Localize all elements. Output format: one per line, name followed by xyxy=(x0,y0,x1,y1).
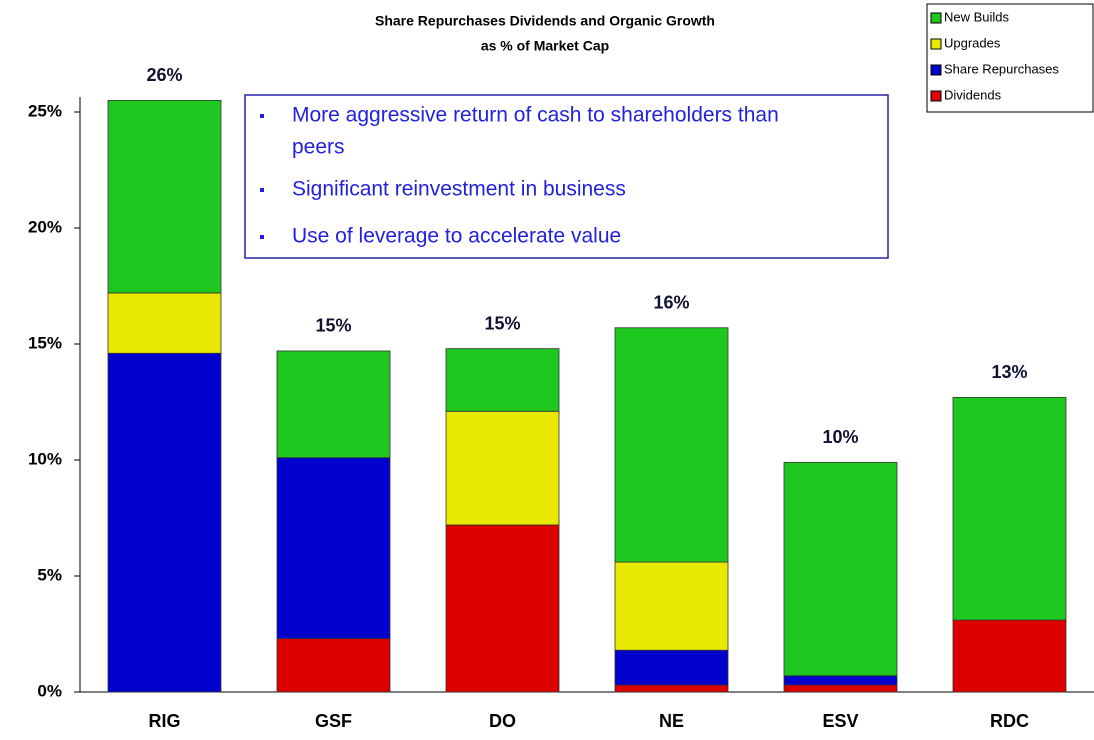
total-label: 13% xyxy=(991,362,1027,382)
bar-segment xyxy=(783,684,898,693)
bar-segment xyxy=(445,410,560,526)
legend-swatch xyxy=(930,12,942,24)
annotation-box xyxy=(244,94,889,259)
total-label: 26% xyxy=(146,65,182,85)
annotation: Significant reinvestment in business xyxy=(292,178,626,201)
total-label: 15% xyxy=(315,316,351,336)
bar-segment xyxy=(952,396,1067,621)
bar-segment xyxy=(276,350,391,459)
y-tick-label: 10% xyxy=(28,449,62,468)
annotation: Use of leverage to accelerate value xyxy=(292,225,621,248)
bullet xyxy=(260,188,264,192)
y-tick-label: 25% xyxy=(28,101,62,120)
chart-title: as % of Market Cap xyxy=(481,38,609,54)
x-tick-label: RDC xyxy=(990,711,1029,731)
bar-segment xyxy=(276,457,391,640)
chart-title: Share Repurchases Dividends and Organic … xyxy=(375,13,715,29)
bar-segment xyxy=(107,352,222,693)
total-label: 10% xyxy=(822,427,858,447)
x-tick-label: GSF xyxy=(315,711,352,731)
legend-label: Upgrades xyxy=(944,35,1001,50)
x-tick-label: NE xyxy=(659,711,684,731)
bullet xyxy=(260,235,264,239)
total-label: 16% xyxy=(653,293,689,313)
y-tick-label: 5% xyxy=(37,565,62,584)
y-tick-label: 20% xyxy=(28,217,62,236)
bar-segment xyxy=(107,292,222,354)
y-tick-label: 15% xyxy=(28,333,62,352)
bar-segment xyxy=(107,100,222,294)
legend-swatch xyxy=(930,90,942,102)
bar-segment xyxy=(614,649,729,686)
bar-segment xyxy=(614,561,729,651)
x-tick-label: DO xyxy=(489,711,516,731)
bar-segment xyxy=(614,684,729,693)
total-label: 15% xyxy=(484,313,520,333)
legend-label: Share Repurchases xyxy=(944,61,1059,76)
legend-swatch xyxy=(930,64,942,76)
legend-swatch xyxy=(930,38,942,50)
annotation: peers xyxy=(292,136,345,159)
legend-label: New Builds xyxy=(944,9,1010,24)
bar-segment xyxy=(614,327,729,563)
legend-label: Dividends xyxy=(944,87,1002,102)
bar-segment xyxy=(445,348,560,412)
bar-segment xyxy=(783,675,898,686)
bar-segment xyxy=(445,524,560,693)
bar-segment xyxy=(952,619,1067,693)
bullet xyxy=(260,114,264,118)
bar-segment xyxy=(783,461,898,677)
y-tick-label: 0% xyxy=(37,681,62,700)
legend-box xyxy=(926,3,1094,113)
x-tick-label: RIG xyxy=(148,711,180,731)
x-tick-label: ESV xyxy=(822,711,858,731)
bar-segment xyxy=(276,638,391,693)
annotation: More aggressive return of cash to shareh… xyxy=(292,104,779,127)
